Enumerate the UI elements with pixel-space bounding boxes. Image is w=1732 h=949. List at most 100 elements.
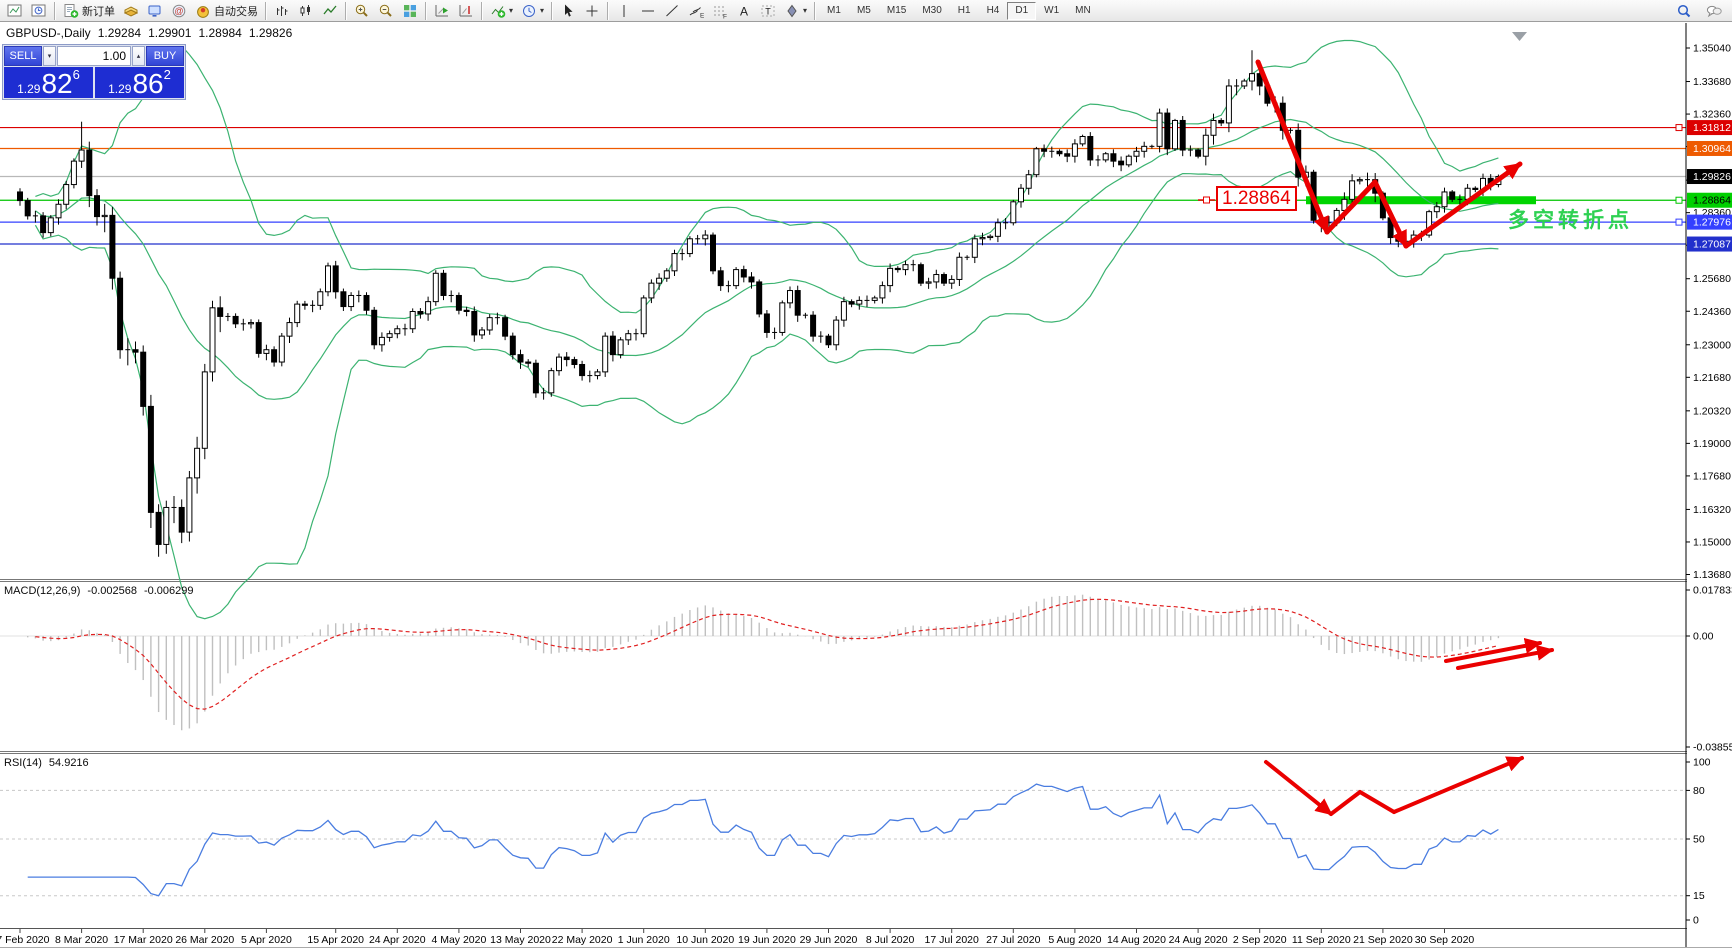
horizontal-level-lines[interactable] [0, 126, 1686, 245]
annotation-arrows[interactable] [1198, 59, 1554, 816]
svg-text:2 Sep 2020: 2 Sep 2020 [1233, 934, 1287, 946]
autoscroll-icon [435, 4, 448, 16]
timeframe-m30-button[interactable]: M30 [922, 5, 942, 16]
svg-text:1.15000: 1.15000 [1693, 536, 1731, 548]
svg-text:1.17680: 1.17680 [1693, 470, 1731, 482]
price-axis[interactable]: 1.350401.336801.323601.310401.296801.283… [1675, 22, 1732, 947]
svg-text:0: 0 [1693, 915, 1699, 927]
svg-text:27 Jul 2020: 27 Jul 2020 [986, 934, 1040, 946]
svg-text:1.19000: 1.19000 [1693, 438, 1731, 450]
timeframe-m5-button[interactable]: M5 [856, 5, 871, 16]
green-highlight-band[interactable] [1306, 196, 1536, 205]
line-chart-button[interactable] [318, 1, 342, 21]
one-click-trading-panel: SELL ▾ ▴ BUY 1.29 82 6 1.29 86 2 [2, 44, 186, 100]
svg-text:10 Jun 2020: 10 Jun 2020 [676, 934, 734, 946]
crosshair-icon [586, 5, 598, 16]
indicators-button[interactable]: ▾ [486, 1, 517, 21]
ohlc-high: 1.29901 [148, 26, 192, 40]
horizontal-line-button[interactable] [636, 1, 660, 21]
svg-text:1.31812: 1.31812 [1693, 122, 1731, 134]
svg-text:1.33680: 1.33680 [1693, 76, 1731, 88]
sell-price-sup: 6 [72, 67, 80, 82]
volume-increase-button[interactable]: ▴ [132, 46, 145, 66]
svg-text:1.29826: 1.29826 [1693, 171, 1731, 183]
auto-scroll-button[interactable] [430, 1, 454, 21]
text-button[interactable]: A [732, 1, 756, 21]
chat-button[interactable] [1702, 1, 1726, 21]
svg-text:13 May 2020: 13 May 2020 [490, 934, 551, 946]
terminal-button[interactable] [143, 1, 167, 21]
fibonacci-button[interactable]: F [708, 1, 732, 21]
zoom-out-button[interactable] [374, 1, 398, 21]
chart-shift-marker[interactable] [1512, 32, 1527, 41]
timeframe-m15-button[interactable]: M15 [886, 5, 907, 16]
zoom-in-button[interactable] [350, 1, 374, 21]
svg-text:T: T [765, 6, 771, 16]
svg-text:5 Aug 2020: 5 Aug 2020 [1048, 934, 1101, 946]
market-depth-button[interactable] [119, 1, 143, 21]
sell-price-big: 82 [41, 68, 73, 98]
buy-price[interactable]: 1.29 86 2 [95, 67, 184, 98]
timeframe-h4-button[interactable]: H4 [986, 5, 1000, 16]
chinese-annotation-text[interactable]: 多空转折点 [1508, 209, 1633, 232]
trendline-button[interactable] [660, 1, 684, 21]
svg-text:17 Jul 2020: 17 Jul 2020 [925, 934, 979, 946]
svg-text:26 Mar 2020: 26 Mar 2020 [175, 934, 234, 946]
buy-price-prefix: 1.29 [108, 82, 132, 96]
arrows-button[interactable]: ▾ [780, 1, 811, 21]
svg-text:29 Jun 2020: 29 Jun 2020 [800, 934, 858, 946]
sell-button[interactable]: SELL [4, 46, 42, 66]
svg-text:15 Apr 2020: 15 Apr 2020 [307, 934, 364, 946]
svg-text:8 Jul 2020: 8 Jul 2020 [866, 934, 915, 946]
crosshair-button[interactable] [580, 1, 604, 21]
cursor-button[interactable] [556, 1, 580, 21]
svg-text:0.017833: 0.017833 [1693, 585, 1732, 597]
rsi-name: RSI(14) [4, 757, 42, 769]
timeframe-w1-button[interactable]: W1 [1044, 5, 1060, 16]
profiles-button[interactable] [27, 1, 51, 21]
text-label-button[interactable]: T [756, 1, 780, 21]
price-level-callout[interactable]: 1.28864 [1216, 186, 1297, 211]
autotrading-button[interactable]: 自动交易 [191, 1, 262, 21]
svg-text:17 Mar 2020: 17 Mar 2020 [114, 934, 173, 946]
svg-text:1.24360: 1.24360 [1693, 306, 1731, 318]
periods-button[interactable]: ▾ [517, 1, 548, 21]
ohlc-close: 1.29826 [248, 26, 293, 40]
community-button[interactable]: @ [167, 1, 191, 21]
vertical-line-button[interactable] [612, 1, 636, 21]
sell-price[interactable]: 1.29 82 6 [4, 67, 93, 98]
macd-name: MACD(12,26,9) [4, 585, 81, 597]
candles-layer [17, 50, 1502, 557]
chart-window-button[interactable] [3, 1, 27, 21]
timeframe-d1-button[interactable]: D1 [1007, 1, 1037, 20]
bar-chart-button[interactable] [270, 1, 294, 21]
chart-shift-button[interactable] [454, 1, 478, 21]
svg-text:27 Feb 2020: 27 Feb 2020 [0, 934, 50, 946]
volume-input[interactable] [57, 46, 131, 66]
chart-title: GBPUSD-,Daily 1.29284 1.29901 1.28984 1.… [6, 26, 292, 40]
timeframe-m1-button[interactable]: M1 [827, 5, 841, 16]
community-icon: @ [172, 4, 186, 17]
timeframe-h1-button[interactable]: H1 [957, 5, 971, 16]
svg-text:21 Sep 2020: 21 Sep 2020 [1353, 934, 1413, 946]
svg-text:1.27976: 1.27976 [1693, 217, 1731, 229]
candle-chart-button[interactable] [294, 1, 318, 21]
tile-windows-button[interactable] [398, 1, 422, 21]
macd-value-1: -0.002568 [87, 585, 137, 597]
sell-price-prefix: 1.29 [17, 82, 41, 96]
shift-icon [459, 4, 472, 16]
equidistant-channel-button[interactable]: E [684, 1, 708, 21]
rsi-line [27, 783, 1499, 897]
svg-text:1.13680: 1.13680 [1693, 569, 1731, 581]
autotrading-label: 自动交易 [214, 5, 258, 18]
zoom-in-icon [355, 4, 368, 17]
svg-text:4 May 2020: 4 May 2020 [431, 934, 486, 946]
new-order-button[interactable]: 新订单 [59, 1, 119, 21]
chart-area[interactable]: 1.350401.336801.323601.310401.296801.283… [0, 22, 1732, 949]
volume-decrease-button[interactable]: ▾ [43, 46, 56, 66]
search-button[interactable] [1672, 1, 1696, 21]
buy-button[interactable]: BUY [146, 46, 184, 66]
timeframe-mn-button[interactable]: MN [1075, 5, 1091, 16]
